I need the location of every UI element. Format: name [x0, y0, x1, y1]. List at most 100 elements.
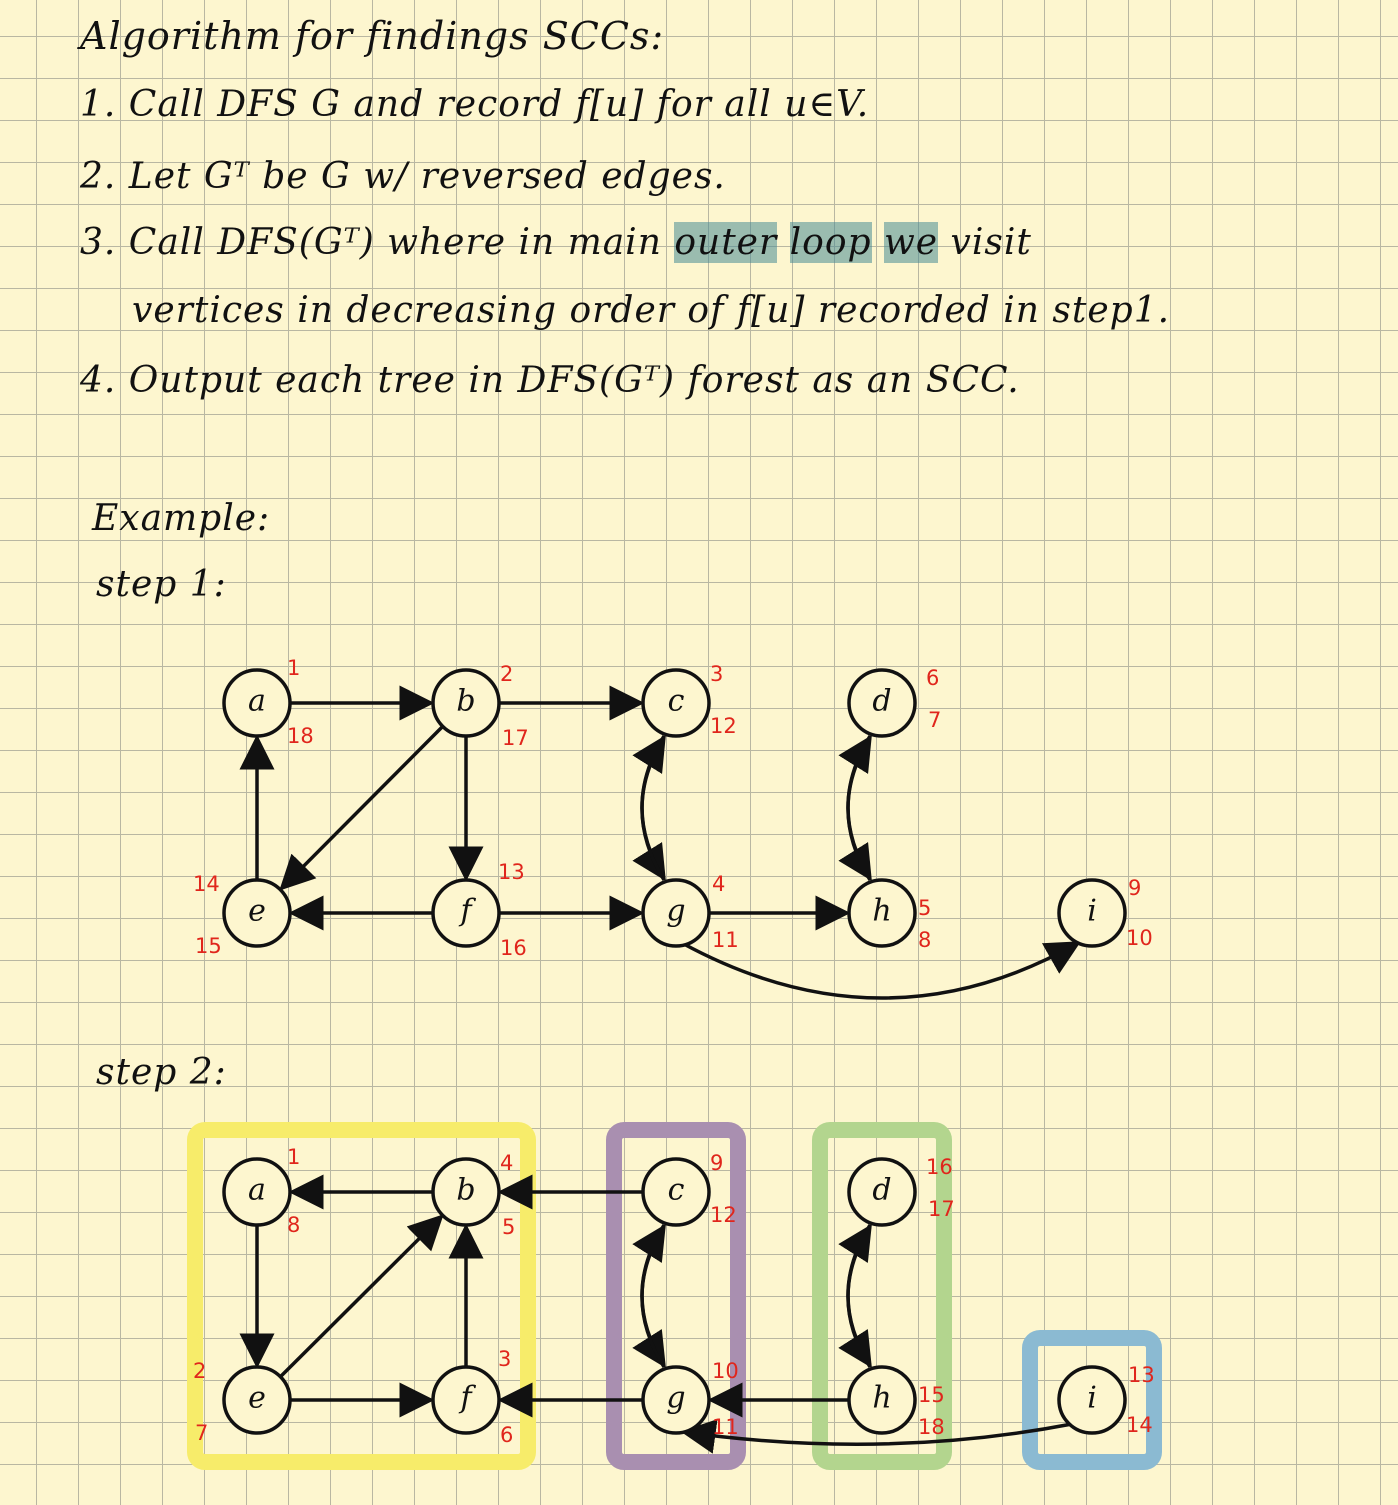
finish-time: 11	[712, 1415, 739, 1439]
finish-time: 17	[502, 726, 529, 750]
finish-time: 16	[500, 936, 527, 960]
discovery-time: 3	[710, 662, 723, 686]
graph2-node-h: h 15 18	[847, 1365, 945, 1439]
step-3-text-b: visit	[938, 222, 1032, 263]
edges	[239, 685, 1082, 1454]
node-circle	[847, 668, 917, 738]
graph2-node-e: e 2 7	[193, 1359, 292, 1445]
finish-time: 12	[710, 714, 737, 738]
finish-time: 17	[928, 1197, 955, 1221]
discovery-time: 6	[926, 666, 939, 690]
node-label: h	[872, 894, 891, 929]
discovery-time: 9	[1128, 876, 1141, 900]
node-label: c	[668, 1173, 685, 1208]
node-circle	[1057, 878, 1127, 948]
graph2-node-b: b 4 5	[431, 1151, 515, 1239]
graph1-node-i: i 9 10	[1057, 876, 1153, 950]
finish-time: 18	[918, 1415, 945, 1439]
graph2-node-c: c 9 12	[641, 1151, 737, 1227]
finish-time: 11	[712, 928, 739, 952]
discovery-time: 4	[500, 1151, 513, 1175]
finish-time: 8	[287, 1213, 300, 1237]
graph2-edge-g-c	[632, 1224, 666, 1368]
node-circle	[847, 878, 917, 948]
graph2-edge-h-d	[838, 1224, 872, 1368]
algorithm-step-1: 1. Call DFS G and record f[u] for all u∈…	[80, 84, 870, 125]
discovery-time: 3	[498, 1347, 511, 1371]
step-2-label: step 2:	[96, 1052, 227, 1093]
node-circle	[641, 878, 711, 948]
node-circle	[431, 668, 501, 738]
graph1-node-g: g 4 11	[641, 872, 739, 952]
node-circle	[641, 668, 711, 738]
node-label: a	[248, 684, 266, 719]
graph1-edge-g-i	[681, 941, 1082, 1000]
node-circle	[222, 1365, 292, 1435]
step-3-text-a: 3. Call DFS(Gᵀ) where in main	[80, 222, 675, 263]
highlight-we: we	[883, 222, 939, 263]
node-circle	[641, 1157, 711, 1227]
graph1-edge-h-d	[838, 735, 872, 881]
graph1-node-b: b 2 17	[431, 662, 529, 750]
node-circle	[847, 1157, 917, 1227]
discovery-time: 1	[287, 656, 300, 680]
graph2-node-d: d 16 17	[847, 1155, 955, 1227]
graph2-edge-e-b	[279, 1214, 444, 1378]
discovery-time: 13	[1128, 1363, 1155, 1387]
finish-time: 7	[928, 708, 941, 732]
finish-time: 6	[500, 1423, 513, 1447]
graph2-node-i: i 13 14	[1057, 1363, 1155, 1437]
node-circle	[641, 1365, 711, 1435]
node-circle	[431, 1157, 501, 1227]
node-circle	[222, 1157, 292, 1227]
algorithm-step-3-continued: vertices in decreasing order of f[u] rec…	[132, 290, 1171, 331]
finish-time: 5	[502, 1215, 515, 1239]
node-circle	[1057, 1365, 1127, 1435]
example-label: Example:	[92, 498, 271, 539]
node-label: i	[1087, 1381, 1097, 1416]
scc-box-abef	[187, 1122, 536, 1470]
algorithm-step-3: 3. Call DFS(Gᵀ) where in main outer loop…	[80, 222, 1032, 263]
graph1-node-a: a1 18	[222, 656, 314, 748]
graph2-edge-i-g	[680, 1419, 1073, 1454]
step-1-label: step 1:	[96, 564, 227, 605]
node-label: b	[456, 1173, 475, 1208]
node-label: d	[872, 684, 891, 719]
graph1-node-h: h 5 8	[847, 878, 931, 952]
finish-time: 14	[1126, 1413, 1153, 1437]
node-label: g	[666, 894, 685, 929]
node-label: h	[872, 1381, 891, 1416]
scc-box-dh	[812, 1122, 952, 1470]
algorithm-step-4: 4. Output each tree in DFS(Gᵀ) forest as…	[80, 360, 1020, 401]
discovery-time: 2	[193, 1359, 206, 1383]
node-circle	[222, 668, 292, 738]
highlight-loop: loop	[789, 222, 872, 263]
discovery-time: 16	[926, 1155, 953, 1179]
graph1-node-e: e 14 15	[193, 872, 292, 958]
finish-time: 10	[1126, 926, 1153, 950]
discovery-time: 1	[287, 1145, 300, 1169]
scc-box-cg	[606, 1122, 746, 1470]
graph2-node-a: a1 8	[222, 1145, 300, 1237]
highlight-outer: outer	[674, 222, 778, 263]
node-label: e	[248, 1381, 266, 1416]
graph2-node-g: g 10 11	[641, 1359, 739, 1439]
node-label: i	[1087, 894, 1097, 929]
scc-box-i	[1022, 1330, 1162, 1470]
discovery-time: 13	[498, 860, 525, 884]
node-label: g	[666, 1381, 685, 1416]
node-label: e	[248, 894, 266, 929]
node-circle	[847, 1365, 917, 1435]
node-label: a	[248, 1173, 266, 1208]
discovery-time: 15	[918, 1383, 945, 1407]
node-label: b	[456, 684, 475, 719]
notes-title: Algorithm for findings SCCs:	[80, 14, 665, 58]
graph2-node-f: f36	[431, 1347, 513, 1447]
graph1-node-d: d 6 7	[847, 666, 941, 738]
finish-time: 8	[918, 928, 931, 952]
finish-time: 15	[195, 934, 222, 958]
discovery-time: 4	[712, 872, 725, 896]
